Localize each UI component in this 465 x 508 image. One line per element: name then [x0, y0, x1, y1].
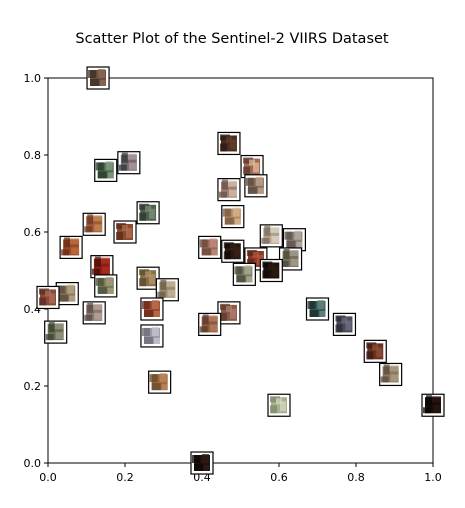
data-point-thumbnail	[86, 66, 110, 90]
data-point-thumbnail	[332, 312, 357, 336]
data-point-thumbnail	[379, 362, 403, 387]
x-tick-label: 0.6	[270, 471, 288, 484]
data-point-thumbnail	[198, 312, 222, 336]
data-point-thumbnail	[44, 320, 68, 344]
data-point-thumbnail	[117, 151, 141, 175]
data-point-thumbnail	[221, 239, 245, 263]
thumbnail-markers	[36, 66, 445, 475]
data-point-thumbnail	[113, 220, 137, 244]
data-point-thumbnail	[155, 278, 179, 302]
data-point-thumbnail	[217, 131, 241, 156]
data-point-thumbnail	[190, 451, 214, 475]
data-point-thumbnail	[198, 235, 222, 259]
data-point-thumbnail	[90, 255, 114, 279]
data-point-thumbnail	[267, 393, 291, 417]
data-point-thumbnail	[282, 228, 306, 252]
data-point-thumbnail	[136, 201, 160, 225]
data-point-thumbnail	[59, 235, 83, 259]
data-point-thumbnail	[259, 258, 283, 283]
data-point-thumbnail	[82, 212, 106, 236]
data-point-thumbnail	[221, 205, 245, 229]
x-tick-label: 0.0	[39, 471, 57, 484]
x-tick-label: 1.0	[424, 471, 442, 484]
data-point-thumbnail	[140, 297, 164, 321]
y-tick-label: 0.2	[24, 380, 42, 393]
data-point-thumbnail	[217, 178, 241, 202]
y-axis: 0.00.20.40.60.81.0	[24, 72, 48, 470]
data-point-thumbnail	[421, 393, 445, 417]
data-point-thumbnail	[36, 285, 60, 310]
data-point-thumbnail	[94, 274, 118, 298]
plot-frame	[47, 77, 434, 464]
data-point-thumbnail	[217, 301, 241, 325]
data-point-thumbnail	[232, 262, 256, 286]
data-point-thumbnail	[55, 282, 79, 306]
x-tick-label: 0.8	[347, 471, 365, 484]
data-point-thumbnail	[305, 297, 330, 321]
y-tick-label: 0.6	[24, 226, 42, 239]
y-tick-label: 1.0	[24, 72, 42, 85]
y-tick-label: 0.8	[24, 149, 42, 162]
data-point-thumbnail	[148, 370, 172, 394]
chart-title: Scatter Plot of the Sentinel-2 VIIRS Dat…	[75, 31, 389, 47]
data-point-thumbnail	[94, 158, 118, 182]
x-tick-label: 0.2	[116, 471, 134, 484]
data-point-thumbnail	[140, 324, 164, 348]
data-point-thumbnail	[82, 301, 106, 325]
data-point-thumbnail	[259, 224, 283, 248]
y-tick-label: 0.0	[24, 457, 42, 470]
data-point-thumbnail	[363, 339, 387, 363]
data-point-thumbnail	[244, 174, 268, 198]
x-axis: 0.0 0.2 0.4 0.6 0.8 1.0	[39, 463, 442, 484]
